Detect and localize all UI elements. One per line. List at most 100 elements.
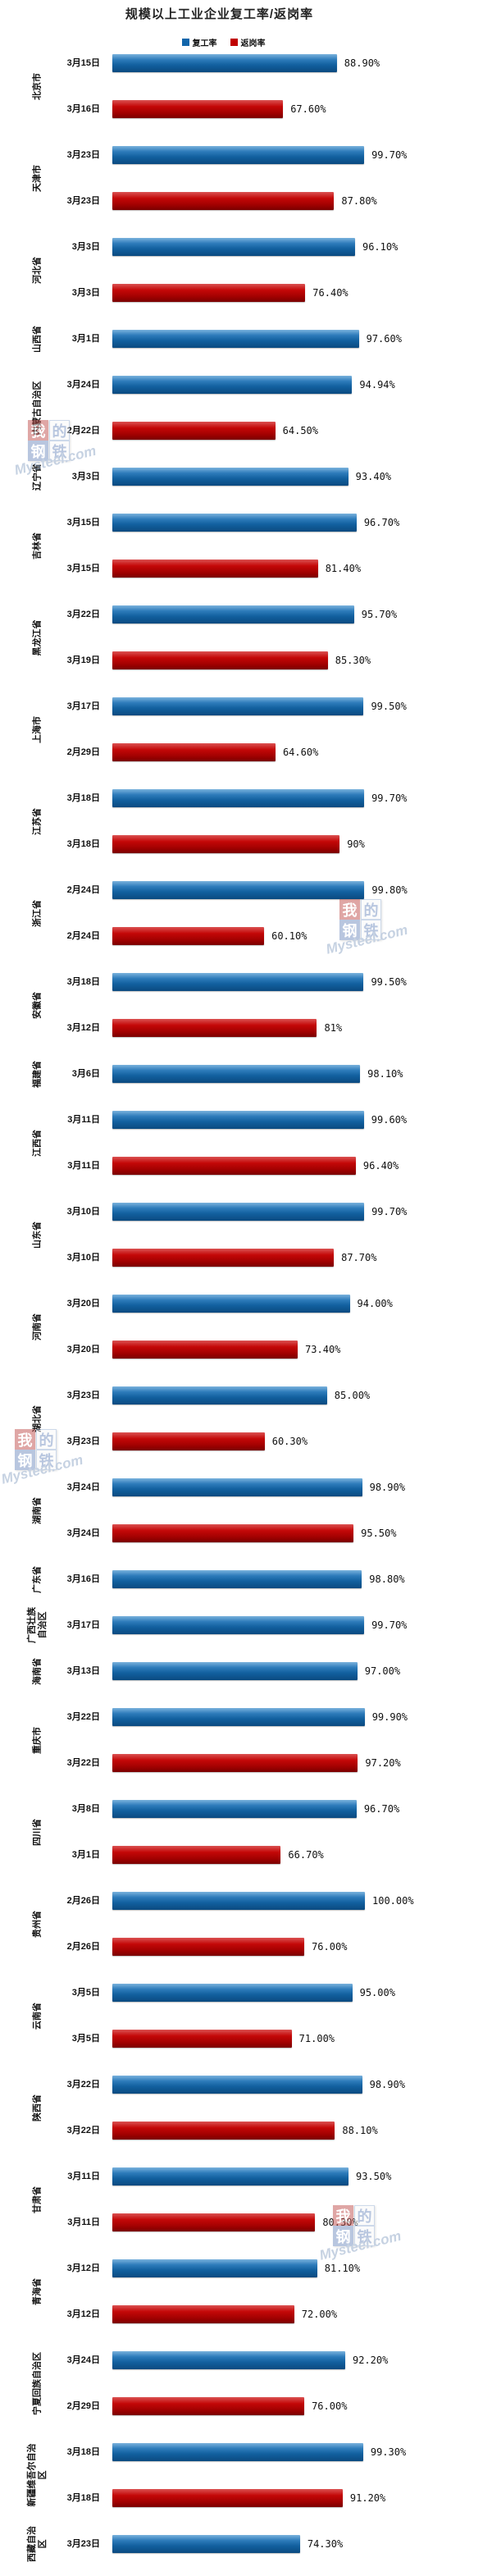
province-label-text: 甘肃省 xyxy=(32,2185,43,2213)
province-label: 江西省 xyxy=(20,1111,56,1175)
date-label: 3月1日 xyxy=(71,334,100,344)
value-label: 97.00% xyxy=(364,1665,401,1677)
value-label: 98.80% xyxy=(369,1573,405,1585)
value-label: 95.00% xyxy=(359,1987,395,1998)
province-label-text: 上海市 xyxy=(32,715,43,743)
value-label: 88.10% xyxy=(342,2125,378,2136)
bar-resumption-rate xyxy=(112,376,353,394)
value-label: 81.10% xyxy=(324,2263,361,2274)
bar-resumption-rate xyxy=(112,1708,365,1726)
date-label: 3月23日 xyxy=(66,196,100,206)
province-label-text: 河南省 xyxy=(32,1313,43,1341)
value-label: 81% xyxy=(324,1022,343,1034)
bar-return-rate xyxy=(112,2122,335,2140)
bar-resumption-rate xyxy=(112,1295,350,1313)
bar-resumption-rate xyxy=(112,881,365,899)
bar-return-rate xyxy=(112,1432,265,1450)
province-label: 河北省 xyxy=(20,238,56,302)
province-label: 贵州省 xyxy=(20,1892,56,1956)
bar-resumption-rate xyxy=(112,1800,357,1818)
bar-resumption-rate xyxy=(112,1892,365,1910)
mysteel-logo-char: 钢 xyxy=(339,920,360,940)
date-label: 3月24日 xyxy=(66,1528,100,1538)
date-label: 3月22日 xyxy=(66,610,100,619)
province-label-text: 北京市 xyxy=(32,72,43,100)
bar-return-rate xyxy=(112,1249,335,1267)
date-label: 3月15日 xyxy=(66,564,100,573)
province-label: 天津市 xyxy=(20,146,56,210)
date-label: 3月3日 xyxy=(71,472,100,482)
province-label-text: 内蒙古自治区 xyxy=(32,381,43,435)
date-label: 2月22日 xyxy=(66,426,100,436)
value-label: 81.40% xyxy=(325,563,362,574)
province-label-text: 黑龙江省 xyxy=(32,619,43,655)
mysteel-logo-char: 的 xyxy=(361,899,381,920)
date-label: 3月11日 xyxy=(67,1115,100,1125)
bar-resumption-rate xyxy=(112,468,348,486)
value-label: 99.50% xyxy=(371,976,407,988)
province-label-text: 天津市 xyxy=(32,164,43,192)
chart-title: 规模以上工业企业复工率/返岗率 xyxy=(125,7,314,21)
value-label: 99.70% xyxy=(371,149,408,161)
bar-return-rate xyxy=(112,2030,292,2048)
province-label: 广西壮族自治区 xyxy=(20,1607,56,1643)
bar-resumption-rate xyxy=(112,2167,348,2185)
province-label: 四川省 xyxy=(20,1800,56,1864)
province-label: 辽宁省 xyxy=(20,464,56,491)
value-label: 93.40% xyxy=(355,471,392,482)
province-label: 黑龙江省 xyxy=(20,605,56,669)
date-label: 3月23日 xyxy=(66,1436,100,1446)
bar-return-rate xyxy=(112,651,328,669)
mysteel-watermark-text: Mysteel.com xyxy=(324,921,410,957)
value-label: 90% xyxy=(347,838,365,850)
value-label: 93.50% xyxy=(355,2171,392,2182)
province-label-text: 广东省 xyxy=(32,1565,43,1593)
province-label-text: 湖南省 xyxy=(32,1496,43,1524)
bar-resumption-rate xyxy=(112,1386,327,1404)
bar-return-rate xyxy=(112,2489,343,2507)
bar-return-rate xyxy=(112,2213,316,2231)
date-label: 3月16日 xyxy=(66,104,100,114)
province-label-text: 安徽省 xyxy=(32,991,43,1019)
value-label: 96.40% xyxy=(362,1160,399,1172)
date-label: 3月18日 xyxy=(66,2447,100,2457)
province-label-text: 福建省 xyxy=(32,1060,43,1088)
province-label: 新疆维吾尔自治区 xyxy=(20,2443,56,2507)
bar-resumption-rate xyxy=(112,330,359,348)
province-label: 甘肃省 xyxy=(20,2167,56,2231)
mysteel-logo-char: 钢 xyxy=(15,1450,35,1470)
date-label: 3月8日 xyxy=(71,1804,100,1814)
legend-label-resumption-rate: 复工率 xyxy=(192,39,217,48)
date-label: 3月22日 xyxy=(66,2126,100,2135)
bar-resumption-rate xyxy=(112,1478,362,1496)
value-label: 66.70% xyxy=(288,1849,324,1861)
bar-resumption-rate xyxy=(112,605,354,623)
legend-label-return-rate: 返岗率 xyxy=(240,39,266,48)
date-label: 3月17日 xyxy=(66,701,100,711)
date-label: 2月29日 xyxy=(66,2401,100,2411)
province-label-text: 江苏省 xyxy=(32,807,43,835)
province-label: 湖南省 xyxy=(20,1478,56,1542)
value-label: 99.30% xyxy=(370,2446,407,2458)
legend-item-return-rate: 返岗率 xyxy=(230,36,266,48)
province-label: 安徽省 xyxy=(20,973,56,1037)
legend: 复工率 返岗率 xyxy=(0,36,447,48)
date-label: 2月26日 xyxy=(66,1942,100,1952)
value-label: 94.00% xyxy=(357,1298,393,1309)
legend-swatch-blue-icon xyxy=(181,39,189,46)
date-label: 3月19日 xyxy=(66,655,100,665)
bar-resumption-rate xyxy=(112,2535,300,2553)
bar-resumption-rate xyxy=(112,2443,363,2461)
value-label: 92.20% xyxy=(352,2354,389,2366)
mysteel-watermark: 我的钢铁 Mysteel.com xyxy=(324,899,441,958)
date-label: 3月5日 xyxy=(71,2034,100,2044)
date-label: 3月23日 xyxy=(66,150,100,160)
value-label: 60.30% xyxy=(271,1436,308,1447)
province-label-text: 湖北省 xyxy=(32,1404,43,1432)
value-label: 95.70% xyxy=(361,609,398,620)
date-label: 3月23日 xyxy=(66,1391,100,1400)
value-label: 96.10% xyxy=(362,241,399,253)
province-label-text: 贵州省 xyxy=(32,1910,43,1938)
bar-return-rate xyxy=(112,1938,305,1956)
